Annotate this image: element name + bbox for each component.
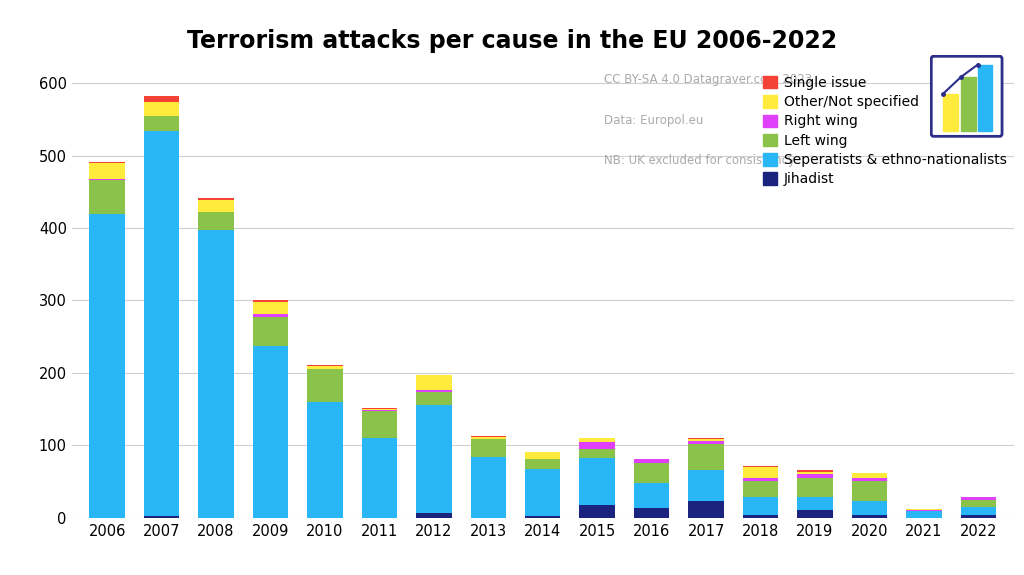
Bar [742, 467, 778, 478]
Bar [253, 314, 288, 317]
Bar [361, 409, 397, 411]
Bar [471, 436, 506, 437]
Bar [307, 365, 343, 366]
Bar [307, 366, 343, 369]
Bar [798, 470, 833, 472]
Bar [416, 390, 452, 392]
Bar [906, 509, 942, 510]
Bar [978, 64, 992, 131]
FancyBboxPatch shape [931, 56, 1002, 136]
Bar [906, 511, 942, 518]
Bar [961, 77, 976, 131]
Bar [580, 448, 614, 458]
Bar [143, 131, 179, 516]
Bar [634, 463, 670, 483]
Bar [361, 438, 397, 518]
Bar [307, 369, 343, 402]
Bar [580, 505, 614, 518]
Bar [634, 483, 670, 508]
Bar [89, 179, 125, 214]
Bar [688, 470, 724, 501]
Bar [742, 497, 778, 515]
Bar [634, 508, 670, 518]
Bar [143, 96, 179, 102]
Bar [525, 469, 560, 516]
Bar [943, 94, 957, 131]
Bar [906, 510, 942, 511]
Bar [852, 478, 887, 481]
Bar [89, 163, 125, 179]
Bar [688, 438, 724, 439]
Bar [798, 497, 833, 510]
Bar [416, 513, 452, 518]
Bar [580, 438, 614, 442]
Bar [143, 116, 179, 131]
Bar [416, 405, 452, 513]
Bar [253, 346, 288, 518]
Bar [525, 452, 560, 459]
Bar [253, 301, 288, 302]
Bar [688, 439, 724, 441]
Legend: Single issue, Other/Not specified, Right wing, Left wing, Seperatists & ethno-na: Single issue, Other/Not specified, Right… [763, 76, 1007, 186]
Text: Terrorism attacks per cause in the EU 2006-2022: Terrorism attacks per cause in the EU 20… [187, 29, 837, 53]
Bar [688, 501, 724, 518]
Bar [471, 439, 506, 457]
Bar [742, 515, 778, 518]
Bar [634, 459, 670, 463]
Bar [199, 231, 233, 518]
Bar [798, 478, 833, 497]
Text: CC BY-SA 4.0 Datagraver.com 2023: CC BY-SA 4.0 Datagraver.com 2023 [604, 74, 812, 86]
Bar [852, 473, 887, 478]
Bar [798, 474, 833, 478]
Bar [961, 515, 996, 518]
Bar [89, 162, 125, 163]
Bar [852, 515, 887, 518]
Bar [580, 458, 614, 505]
Bar [471, 437, 506, 439]
Bar [688, 441, 724, 444]
Bar [798, 510, 833, 518]
Bar [742, 481, 778, 497]
Bar [742, 478, 778, 481]
Text: NB: UK excluded for consistency: NB: UK excluded for consistency [604, 154, 795, 167]
Bar [89, 214, 125, 518]
Bar [416, 392, 452, 405]
Bar [307, 402, 343, 518]
Bar [143, 516, 179, 518]
Bar [471, 457, 506, 518]
Bar [361, 408, 397, 409]
Bar [253, 317, 288, 346]
Bar [199, 198, 233, 200]
Bar [199, 212, 233, 231]
Bar [961, 497, 996, 500]
Bar [580, 442, 614, 448]
Bar [416, 375, 452, 390]
Bar [525, 516, 560, 518]
Bar [961, 507, 996, 515]
Bar [852, 481, 887, 501]
Bar [688, 444, 724, 470]
Text: Data: Europol.eu: Data: Europol.eu [604, 114, 703, 127]
Bar [525, 459, 560, 469]
Bar [253, 302, 288, 314]
Bar [199, 200, 233, 212]
Bar [361, 411, 397, 438]
Bar [961, 500, 996, 507]
Bar [742, 466, 778, 467]
Bar [143, 102, 179, 116]
Bar [852, 501, 887, 515]
Bar [798, 472, 833, 474]
